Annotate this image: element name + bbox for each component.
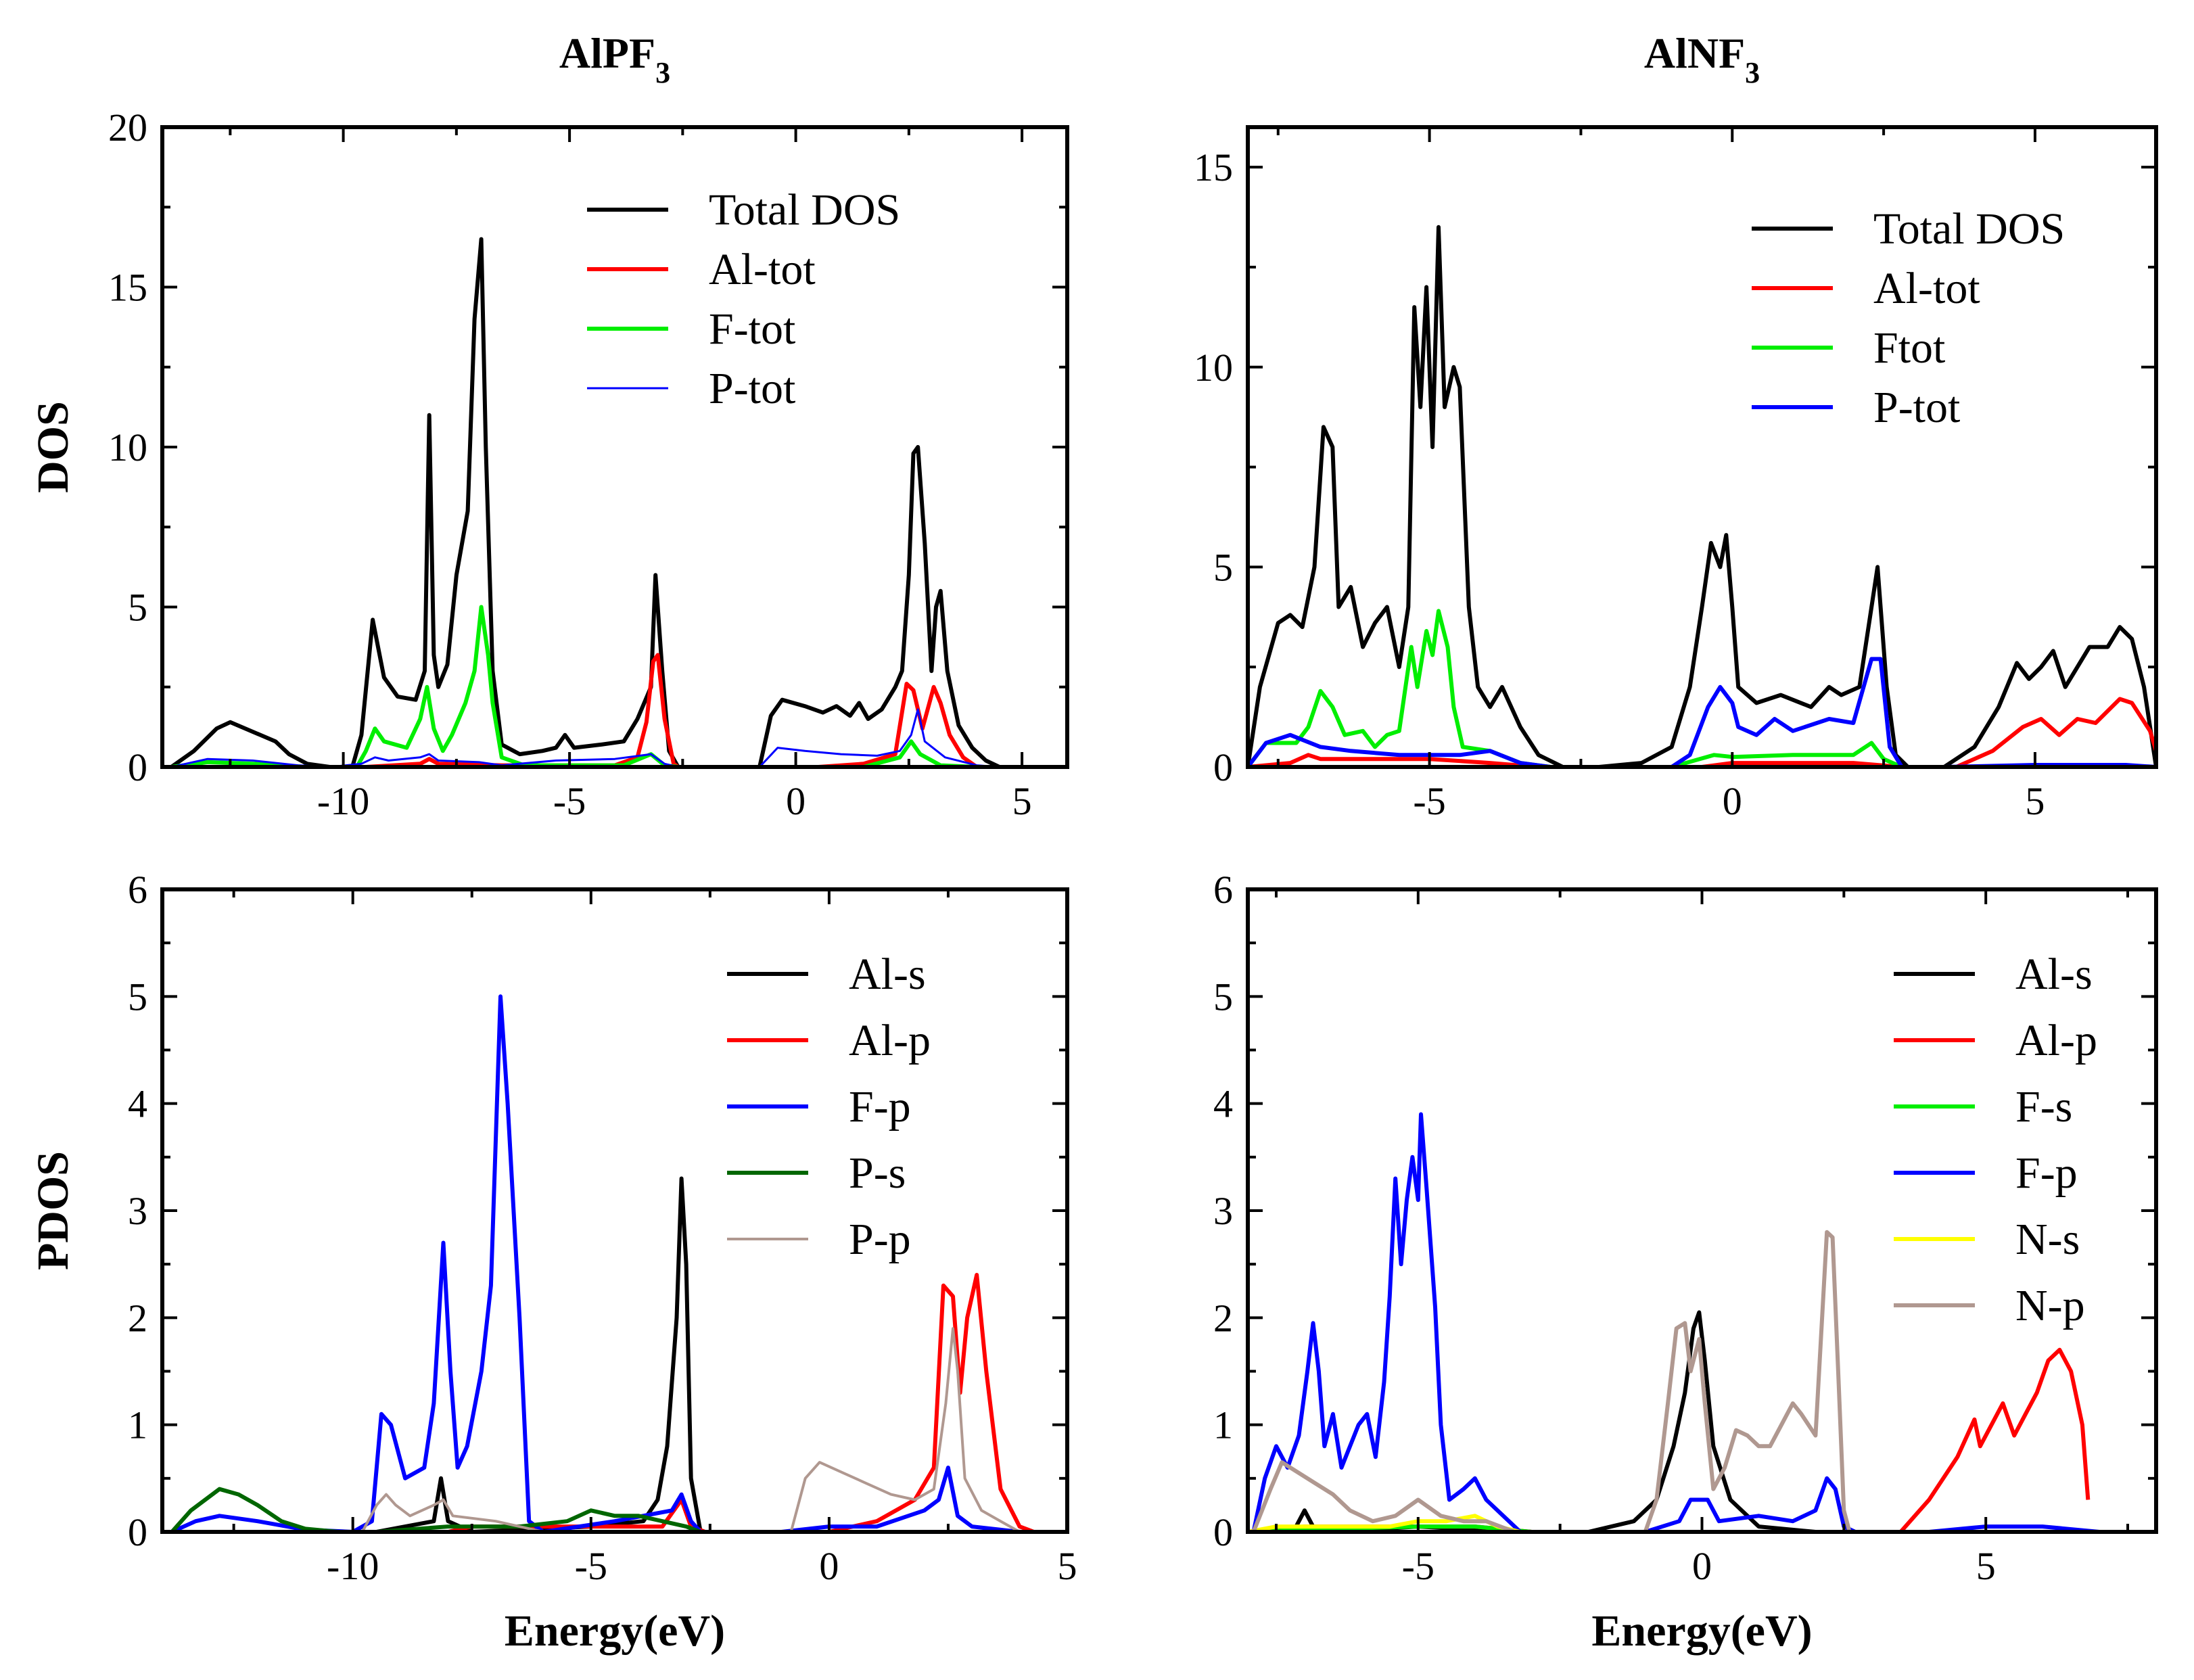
series-line-total-dos xyxy=(170,237,1000,767)
legend-label-al-p: Al-p xyxy=(849,1016,931,1065)
x-tick-label: 5 xyxy=(1012,779,1032,823)
legend-label-p-tot: P-tot xyxy=(709,364,795,413)
plot-frame xyxy=(1246,125,2158,769)
y-tick-label: 5 xyxy=(128,586,147,630)
series-line-f-p xyxy=(170,994,1020,1532)
legend-label-ftot: Ftot xyxy=(1873,323,1945,373)
y-tick-label: 0 xyxy=(1213,745,1233,789)
x-tick-label: -5 xyxy=(1413,779,1445,823)
series-line-al-tot xyxy=(171,653,978,767)
legend-label-p-p: P-p xyxy=(849,1215,911,1264)
y-tick-label: 10 xyxy=(108,425,147,469)
legend-label-f-p: F-p xyxy=(849,1082,911,1131)
panel-title: AlNF3 xyxy=(1644,29,1760,89)
legend-label-f-tot: F-tot xyxy=(709,304,795,354)
x-tick-label: 5 xyxy=(1058,1544,1077,1588)
legend-label-al-tot: Al-tot xyxy=(1873,264,1980,313)
x-tick-label: 5 xyxy=(2025,779,2045,823)
series-line-f-p xyxy=(1251,1112,2100,1532)
panel-alpf3-pdos: -10 -5 0 5 0 1 2 3 4 5 6 Al-s Al-p F-p P-s P-p PDOS Energ… xyxy=(28,868,1077,1656)
y-tick-label: 3 xyxy=(1213,1189,1233,1233)
y-tick-label: 1 xyxy=(1213,1403,1233,1447)
y-tick-label: 20 xyxy=(108,106,147,149)
y-tick-label: 2 xyxy=(128,1296,147,1340)
legend-label-f-p: F-p xyxy=(2015,1148,2078,1198)
y-tick-label: 4 xyxy=(128,1082,147,1126)
plot-frame xyxy=(160,887,1069,1534)
y-tick-label: 2 xyxy=(1213,1296,1233,1340)
y-tick-label: 5 xyxy=(128,975,147,1019)
series-line-p-tot xyxy=(1248,657,2156,767)
series-line-f-tot xyxy=(171,605,977,767)
legend-label-al-p: Al-p xyxy=(2015,1016,2097,1065)
y-tick-label: 15 xyxy=(108,266,147,310)
legend-label-al-s: Al-s xyxy=(2015,950,2093,999)
legend-label-total-dos: Total DOS xyxy=(1873,204,2065,254)
y-tick-label: 3 xyxy=(128,1189,147,1233)
x-tick-label: 5 xyxy=(1976,1544,1996,1588)
legend-label-total-dos: Total DOS xyxy=(709,185,900,235)
x-tick-label: 0 xyxy=(786,779,806,823)
series-line-al-tot xyxy=(1248,697,2156,767)
y-axis-title: DOS xyxy=(28,401,78,493)
x-axis-title: Energy(eV) xyxy=(505,1606,725,1656)
y-tick-label: 6 xyxy=(1213,868,1233,912)
y-tick-label: 5 xyxy=(1213,975,1233,1019)
series-line-al-p xyxy=(162,1273,1035,1532)
legend-label-al-s: Al-s xyxy=(849,950,926,999)
x-tick-label: -10 xyxy=(317,779,369,823)
y-tick-label: 15 xyxy=(1194,145,1233,189)
x-axis-title: Energy(eV) xyxy=(1591,1606,1812,1656)
y-tick-label: 0 xyxy=(1213,1510,1233,1554)
legend-label-n-p: N-p xyxy=(2015,1281,2085,1330)
x-tick-label: -5 xyxy=(1402,1544,1434,1588)
legend-label-al-tot: Al-tot xyxy=(709,245,816,294)
legend-label-f-s: F-s xyxy=(2015,1082,2072,1131)
series-line-p-s xyxy=(170,1487,701,1532)
series-line-n-p xyxy=(1251,1230,1852,1532)
legend-label-p-tot: P-tot xyxy=(1873,383,1960,432)
series-line-al-s xyxy=(162,1176,1067,1532)
panel-alnf3-pdos: -5 0 5 0 1 2 3 4 5 6 Al-s Al-p F-s F-p N-s N-p Energy(eV… xyxy=(1213,868,2158,1656)
series-line-ftot xyxy=(1248,609,1903,767)
panel-alnf3-dos: -5 0 5 0 5 10 15 Total DOS Al-tot Ftot P-tot AlNF3 xyxy=(1194,29,2158,823)
x-tick-label: -10 xyxy=(327,1544,379,1588)
y-tick-label: 0 xyxy=(128,1510,147,1554)
x-tick-label: 0 xyxy=(819,1544,839,1588)
panel-title: AlPF3 xyxy=(559,29,670,89)
y-tick-label: 0 xyxy=(128,745,147,789)
series-line-p-tot xyxy=(171,708,1000,767)
y-tick-label: 5 xyxy=(1213,545,1233,589)
y-tick-label: 10 xyxy=(1194,346,1233,390)
y-axis-title: PDOS xyxy=(28,1151,78,1270)
series-line-p-p xyxy=(162,1327,1021,1532)
panel-alpf3-dos: -10 -5 0 5 0 5 10 15 20 Total DOS Al-tot F-tot P-tot… xyxy=(28,29,1069,823)
y-tick-label: 6 xyxy=(128,868,147,912)
x-tick-label: -5 xyxy=(553,779,586,823)
legend-label-n-s: N-s xyxy=(2015,1215,2080,1264)
y-tick-label: 1 xyxy=(128,1403,147,1447)
x-tick-label: 0 xyxy=(1692,1544,1712,1588)
legend-label-p-s: P-s xyxy=(849,1148,906,1198)
series-line-total-dos xyxy=(1248,225,2156,767)
x-tick-label: 0 xyxy=(1723,779,1742,823)
y-tick-label: 4 xyxy=(1213,1082,1233,1126)
x-tick-label: -5 xyxy=(575,1544,607,1588)
